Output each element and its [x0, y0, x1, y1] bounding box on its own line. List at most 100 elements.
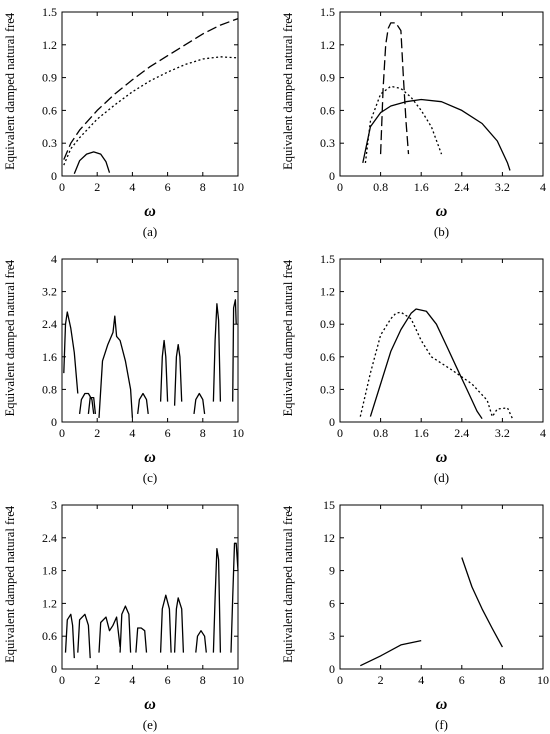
- series-line: [73, 151, 111, 175]
- y-tick-label: 0.9: [320, 317, 335, 331]
- series-line: [212, 548, 222, 653]
- x-tick-label: 8: [200, 426, 206, 440]
- y-tick-label: 15: [323, 498, 335, 512]
- y-tick-label: 2.4: [42, 317, 57, 331]
- x-tick-label: 4: [540, 426, 546, 440]
- x-tick-label: 2: [94, 426, 100, 440]
- x-tick-label: 2: [94, 180, 100, 194]
- x-tick-label: 10: [537, 673, 549, 687]
- series-line: [87, 396, 97, 414]
- x-tick-label: 2: [94, 673, 100, 687]
- y-tick-label: 0.3: [320, 136, 335, 150]
- x-tick-label: 0.8: [373, 180, 388, 194]
- chart-panel: 0 2 4 6 8 10 0 0.3 0.6 0.9 1.2 1.5 ω (a) Equivalent da…: [3, 5, 244, 239]
- y-tick-label: 1.2: [42, 38, 57, 52]
- x-axis-label: ω: [436, 449, 448, 466]
- x-axis-label: ω: [144, 696, 156, 713]
- panel-label: (c): [143, 470, 157, 485]
- chart-panel: 0 0.8 1.6 2.4 3.2 4 0 0.3 0.6 0.9 1.2 1.5 ω (d) Equiva…: [281, 252, 546, 485]
- y-axis-label-suffix: 4: [3, 12, 17, 19]
- y-tick-label: 1.6: [42, 350, 57, 364]
- plot-frame: [339, 504, 544, 670]
- series-line: [64, 613, 75, 659]
- x-tick-label: 10: [232, 180, 244, 194]
- y-axis-label: Equivalent damped natural fre: [3, 18, 17, 170]
- panel-label: (d): [434, 470, 449, 485]
- series-line: [379, 22, 410, 155]
- y-tick-label: 0: [51, 169, 57, 183]
- y-axis-label-suffix: 4: [3, 505, 17, 512]
- series-line: [230, 542, 239, 653]
- y-tick-label: 1.2: [320, 285, 335, 299]
- x-tick-label: 0: [59, 180, 65, 194]
- x-tick-label: 8: [200, 180, 206, 194]
- y-tick-label: 0.3: [42, 136, 57, 150]
- series-line: [360, 639, 422, 667]
- series-line: [135, 627, 148, 653]
- x-tick-label: 0: [59, 673, 65, 687]
- x-tick-label: 2.4: [454, 426, 469, 440]
- y-tick-label: 3.2: [42, 285, 57, 299]
- x-tick-label: 3.2: [495, 180, 510, 194]
- x-axis-label: ω: [436, 696, 448, 713]
- y-tick-label: 1.5: [320, 252, 335, 266]
- y-tick-label: 2.4: [42, 531, 57, 545]
- series-line: [461, 557, 503, 648]
- y-tick-label: 0.6: [320, 103, 335, 117]
- panel-label: (e): [143, 717, 157, 732]
- y-axis-label: Equivalent damped natural fre: [281, 18, 295, 170]
- y-axis-label-suffix: 4: [281, 12, 295, 19]
- y-tick-label: 0.9: [320, 71, 335, 85]
- x-axis-label: ω: [144, 203, 156, 220]
- x-tick-label: 0: [337, 426, 343, 440]
- x-tick-label: 10: [232, 426, 244, 440]
- series-line: [362, 98, 511, 171]
- x-axis-label: ω: [144, 449, 156, 466]
- y-axis-label-suffix: 4: [3, 259, 17, 266]
- y-tick-label: 0.6: [42, 103, 57, 117]
- x-tick-label: 4: [129, 180, 135, 194]
- x-tick-label: 4: [540, 180, 546, 194]
- plot-frame: [339, 11, 544, 177]
- series-line: [63, 311, 79, 394]
- series-line: [98, 616, 121, 653]
- x-tick-label: 6: [165, 426, 171, 440]
- panel-label: (b): [434, 224, 449, 239]
- series-line: [159, 594, 172, 653]
- x-tick-label: 0: [337, 180, 343, 194]
- y-tick-label: 3: [51, 498, 57, 512]
- x-tick-label: 1.6: [414, 426, 429, 440]
- x-axis-label: ω: [436, 203, 448, 220]
- y-tick-label: 0: [51, 662, 57, 676]
- series-line: [63, 56, 239, 166]
- series-line: [193, 392, 206, 414]
- panel-label: (a): [143, 224, 157, 239]
- chart-panel: 0 2 4 6 8 10 0 0.6 1.2 1.8 2.4 3 ω (e) Equivalent damp…: [3, 498, 244, 732]
- y-tick-label: 12: [323, 531, 335, 545]
- y-tick-label: 1.5: [320, 5, 335, 19]
- series-line: [173, 343, 183, 406]
- y-axis-label-suffix: 4: [281, 505, 295, 512]
- series-line: [119, 605, 132, 653]
- x-tick-label: 4: [418, 673, 424, 687]
- series-line: [159, 339, 169, 402]
- series-line: [212, 303, 222, 402]
- y-tick-label: 6: [329, 596, 335, 610]
- y-tick-label: 9: [329, 564, 335, 578]
- y-tick-label: 1.2: [320, 38, 335, 52]
- y-tick-label: 4: [51, 252, 57, 266]
- series-line: [63, 17, 239, 160]
- x-tick-label: 6: [165, 180, 171, 194]
- x-tick-label: 8: [499, 673, 505, 687]
- series-line: [232, 299, 237, 402]
- y-axis-label: Equivalent damped natural fre: [3, 511, 17, 663]
- series-line: [369, 308, 483, 420]
- y-tick-label: 0: [329, 169, 335, 183]
- x-tick-label: 2: [378, 673, 384, 687]
- x-tick-label: 3.2: [495, 426, 510, 440]
- series-line: [78, 392, 95, 414]
- x-tick-label: 6: [459, 673, 465, 687]
- y-tick-label: 1.8: [42, 564, 57, 578]
